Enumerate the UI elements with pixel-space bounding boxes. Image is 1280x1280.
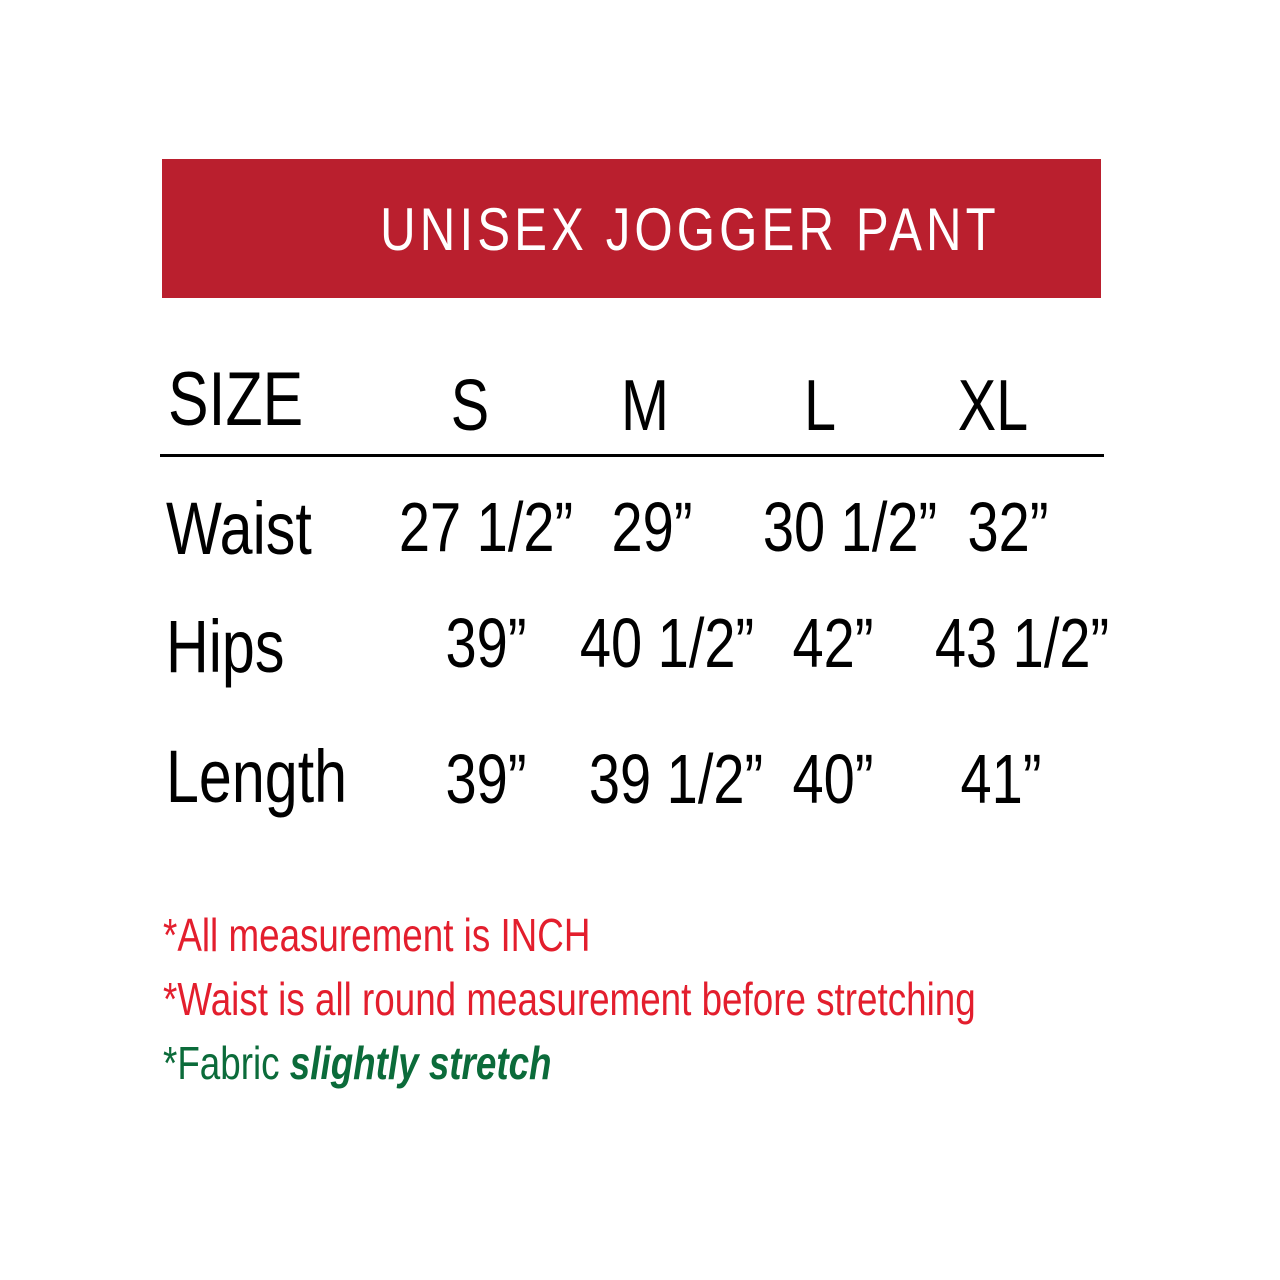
note-fabric-emphasis: slightly stretch (289, 1037, 552, 1089)
note-fabric: *Fabric slightly stretch (163, 1040, 552, 1086)
row-label-length: Length (166, 735, 348, 818)
note-waist: *Waist is all round measurement before s… (163, 973, 976, 1025)
waist-m: 29” (611, 488, 693, 566)
hips-m: 40 1/2” (579, 604, 755, 682)
size-header-xl: XL (957, 366, 1029, 446)
header-divider (160, 454, 1104, 457)
size-header-m: M (621, 366, 669, 446)
waist-xl: 32” (967, 488, 1049, 566)
length-m: 39 1/2” (588, 740, 764, 818)
hips-xl: 43 1/2” (934, 604, 1110, 682)
size-header-l: L (803, 366, 837, 446)
size-header-label: SIZE (168, 357, 304, 442)
row-label-hips: Hips (166, 605, 285, 688)
size-header-s: S (450, 366, 490, 446)
hips-s: 39” (445, 604, 527, 682)
title-banner (162, 159, 1101, 298)
length-s: 39” (445, 740, 527, 818)
hips-l: 42” (792, 604, 874, 682)
length-xl: 41” (960, 740, 1042, 818)
note-fabric-prefix: *Fabric (163, 1037, 290, 1089)
note-measurement-unit: *All measurement is INCH (163, 909, 591, 961)
waist-s: 27 1/2” (398, 488, 574, 566)
row-label-waist: Waist (166, 487, 312, 570)
length-l: 40” (792, 740, 874, 818)
page-title: UNISEX JOGGER PANT (380, 196, 1000, 263)
waist-l: 30 1/2” (762, 488, 938, 566)
